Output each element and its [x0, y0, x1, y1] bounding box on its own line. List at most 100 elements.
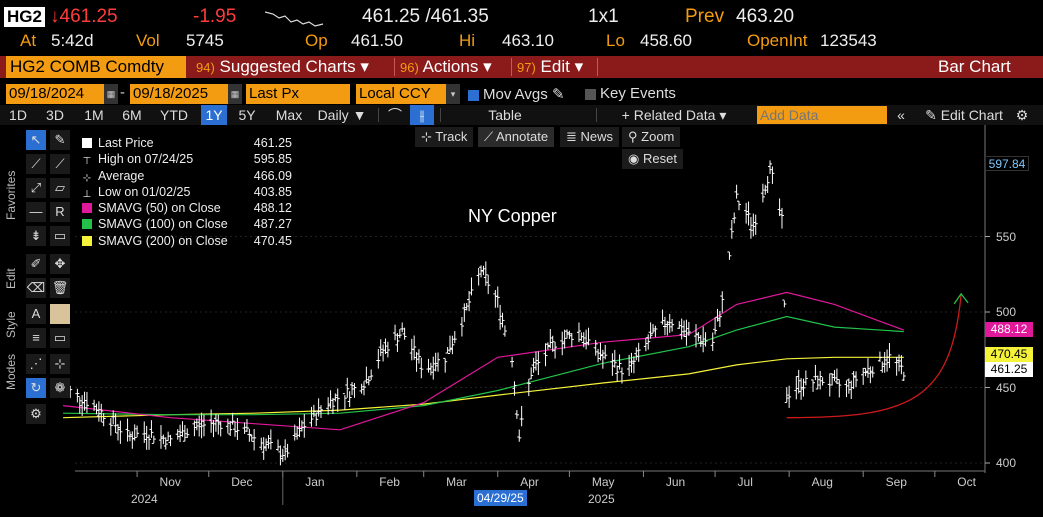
currency-select[interactable]: Local CCY — [356, 84, 446, 104]
legend-item[interactable]: SMAVG (50) on Close 488.12 — [82, 200, 292, 216]
crosshair-mode-icon[interactable]: ⊹ — [50, 354, 70, 374]
period-button-ytd[interactable]: YTD — [160, 107, 188, 123]
add-data-input[interactable] — [757, 106, 887, 124]
key-events-toggle[interactable]: Key Events — [585, 85, 676, 102]
favorites-tab[interactable]: Favorites — [4, 170, 18, 220]
period-button-6m[interactable]: 6M — [122, 107, 142, 123]
pen-icon[interactable]: ✎ — [50, 130, 70, 150]
x-tick-label: Apr — [520, 475, 539, 489]
legend-item[interactable]: ⊹ Average 466.09 — [82, 168, 292, 184]
end-date-field[interactable]: 09/18/2025 — [130, 84, 228, 104]
price-chart[interactable] — [0, 125, 1043, 517]
zoom-button[interactable]: ⚲ Zoom — [622, 127, 681, 147]
zoom-label: Zoom — [641, 129, 675, 144]
trade-size: 1x1 — [588, 6, 619, 27]
period-button-1y[interactable]: 1Y — [201, 105, 227, 125]
line-weight-icon[interactable]: ≡ — [26, 328, 46, 348]
high-label: Hi — [459, 31, 476, 50]
related-data-label: Related Data — [633, 107, 716, 123]
line-style-icon[interactable]: ▭ — [50, 328, 70, 348]
calendar-icon[interactable]: ▦ — [104, 84, 118, 104]
menu-divider — [597, 58, 598, 76]
segment-icon[interactable]: ⤢ — [26, 178, 46, 198]
legend-label: High on 07/24/25 — [98, 152, 194, 167]
edit-menu[interactable]: 97) Edit ▾ — [517, 56, 583, 78]
period-button-1d[interactable]: 1D — [9, 107, 27, 123]
gear-icon[interactable]: ⚙ — [1015, 107, 1029, 123]
annotate-button[interactable]: ⟋ Annotate — [478, 127, 555, 147]
brush-icon[interactable]: ✐ — [26, 254, 46, 274]
trash-icon[interactable]: 🗑 — [50, 278, 70, 298]
legend-item[interactable]: SMAVG (100) on Close 487.27 — [82, 216, 292, 232]
edit-tab[interactable]: Edit — [4, 268, 18, 290]
bid-ask: 461.25 /461.35 — [362, 6, 489, 27]
start-date-field[interactable]: 09/18/2024 — [6, 84, 104, 104]
actions-menu[interactable]: 96) Actions ▾ — [400, 56, 492, 78]
magnet-icon[interactable]: ⋰ — [26, 354, 46, 374]
style-tab[interactable]: Style — [4, 311, 18, 339]
open-label: Op — [305, 31, 328, 50]
chevron-down-icon[interactable]: ▾ — [446, 84, 460, 104]
retracement-icon[interactable]: R — [50, 202, 70, 222]
key-events-label: Key Events — [600, 85, 676, 102]
edit-chart-button[interactable]: ✎ Edit Chart — [916, 105, 1012, 125]
legend-value: 403.85 — [253, 184, 292, 199]
sma50-line — [63, 291, 905, 431]
font-icon[interactable]: A — [26, 304, 46, 324]
pencil-icon: ✎ — [925, 107, 937, 123]
plus-icon: + — [621, 107, 630, 123]
frequency-select[interactable]: Daily ▼ — [311, 105, 373, 125]
prev-label: Prev — [685, 6, 725, 27]
rectangle-icon[interactable]: ▭ — [50, 226, 70, 246]
legend-item[interactable]: ⊥ Low on 01/02/25 403.85 — [82, 184, 292, 200]
legend-item[interactable]: Last Price 461.25 — [82, 135, 292, 151]
period-button-1m[interactable]: 1M — [84, 107, 104, 123]
chevron-down-icon: ▾ — [574, 57, 584, 76]
modes-tab[interactable]: Modes — [4, 353, 18, 391]
fib-icon[interactable]: ⇟ — [26, 226, 46, 246]
legend-value: 470.45 — [253, 233, 292, 248]
crosshair-icon: ⊹ — [421, 129, 432, 144]
suggested-charts-menu[interactable]: 94) Suggested Charts ▾ — [196, 56, 369, 78]
legend-value: 487.27 — [253, 217, 292, 232]
delete-selected-icon[interactable]: ⌫ — [26, 278, 46, 298]
collapse-icon[interactable]: « — [897, 107, 905, 123]
calendar-icon[interactable]: ▦ — [228, 84, 242, 104]
legend-label: Average — [98, 168, 145, 183]
period-button-max[interactable]: Max — [275, 107, 303, 123]
y-tick-label: 400 — [996, 456, 1017, 470]
ray-icon[interactable]: ⟋ — [50, 154, 70, 174]
table-button[interactable]: Table — [488, 107, 522, 123]
track-button[interactable]: ⊹ Track — [415, 127, 474, 147]
field-select[interactable]: Last Px — [246, 84, 350, 104]
mov-avgs-toggle[interactable]: Mov Avgs ✎ — [468, 85, 565, 103]
related-data-button[interactable]: + Related Data ▾ — [600, 105, 748, 125]
fill-color-icon[interactable] — [50, 304, 70, 324]
crosshair-date-badge: 04/29/25 — [474, 490, 527, 506]
reset-button[interactable]: ◉ Reset — [622, 149, 683, 169]
trendline-icon[interactable]: ⟋ — [26, 154, 46, 174]
x-tick-label: May — [591, 475, 615, 489]
checkbox-checked-icon — [468, 89, 479, 101]
legend-label: Low on 01/02/25 — [98, 184, 191, 199]
palette-icon[interactable]: ❁ — [50, 378, 70, 398]
settings-icon[interactable]: ⚙ — [26, 404, 46, 424]
channel-icon[interactable]: ▱ — [50, 178, 70, 198]
pointer-icon[interactable]: ↖ — [26, 130, 46, 150]
news-button[interactable]: ≣ News — [560, 127, 620, 147]
period-button-3d[interactable]: 3D — [46, 107, 64, 123]
bar-chart-icon[interactable]: ⫲ — [410, 105, 434, 125]
pencil-icon[interactable]: ✎ — [551, 86, 565, 103]
period-button-5y[interactable]: 5Y — [238, 107, 256, 123]
legend-item[interactable]: SMAVG (200) on Close 470.45 — [82, 233, 292, 249]
last-price-value: 461.25 — [59, 6, 118, 27]
legend-item[interactable]: ⊤ High on 07/24/25 595.85 — [82, 151, 292, 167]
cycle-mode-icon[interactable]: ↻ — [26, 378, 46, 398]
legend-value: 595.85 — [253, 152, 292, 167]
horizontal-line-icon[interactable]: — — [26, 202, 46, 222]
oi-label: OpenInt — [747, 31, 808, 50]
legend-swatch — [82, 203, 92, 214]
line-chart-icon[interactable]: ⌒ — [388, 107, 402, 123]
security-field[interactable]: HG2 COMB Comdty — [6, 56, 186, 78]
move-icon[interactable]: ✥ — [50, 254, 70, 274]
